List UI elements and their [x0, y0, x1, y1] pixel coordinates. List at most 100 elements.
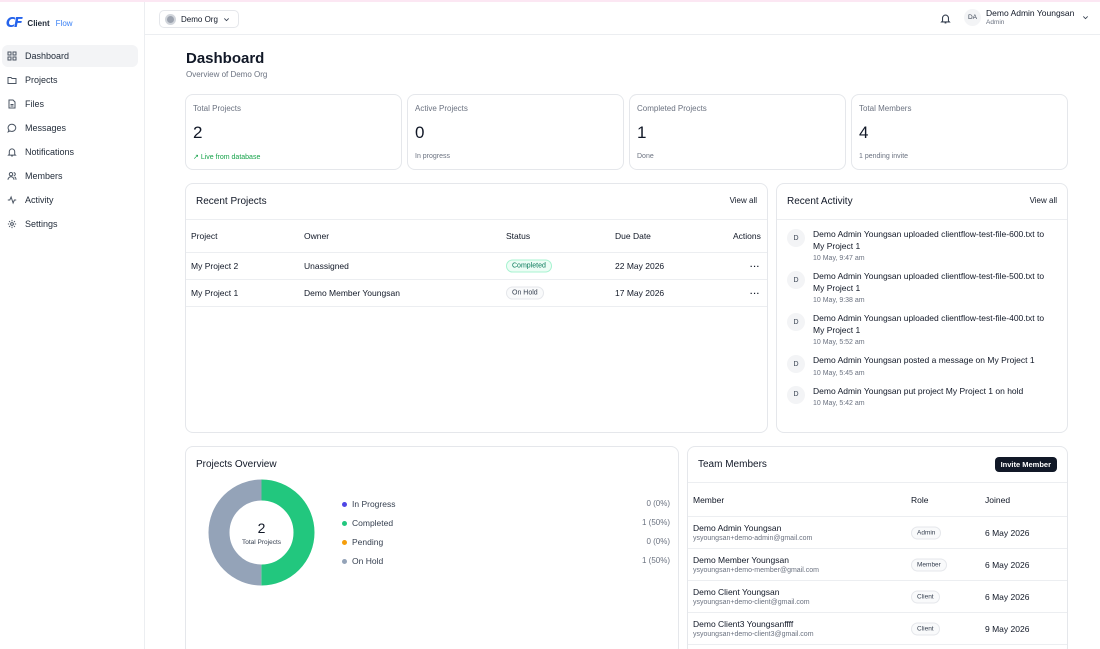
activity-time: 10 May, 5:42 am [813, 400, 865, 407]
role-badge: Admin [911, 526, 942, 539]
user-menu[interactable]: DA Demo Admin Youngsan Admin [964, 8, 1089, 27]
member-joined: 9 May 2026 [985, 623, 1030, 634]
user-name: Demo Admin Youngsan [986, 8, 1075, 18]
col-project[interactable]: Project [191, 231, 218, 241]
grid-icon [7, 51, 17, 61]
stat-card-total-members: Total Members 4 1 pending invite [851, 94, 1068, 170]
card-title: Recent Projects [196, 196, 267, 207]
stat-note-text: Live from database [200, 154, 261, 161]
donut-total-value: 2 [257, 519, 266, 536]
project-name[interactable]: My Project 1 [191, 288, 239, 298]
activity-time: 10 May, 5:45 am [813, 369, 865, 377]
avatar: DA [964, 9, 981, 26]
org-switcher[interactable]: Demo Org [159, 10, 239, 28]
divider [688, 482, 1067, 483]
divider [777, 219, 1067, 220]
avatar: D [787, 313, 805, 331]
org-avatar [165, 13, 176, 25]
member-joined: 6 May 2026 [985, 527, 1030, 538]
page-title: Dashboard [186, 50, 265, 67]
sidebar-item-messages[interactable]: Messages [2, 117, 138, 139]
sidebar-item-projects[interactable]: Projects [2, 69, 138, 91]
col-role[interactable]: Role [911, 494, 929, 505]
notifications-bell-icon[interactable] [940, 13, 951, 24]
file-icon [7, 99, 17, 109]
sidebar-item-notifications[interactable]: Notifications [2, 141, 138, 163]
member-joined: 6 May 2026 [985, 591, 1030, 602]
view-all-projects-link[interactable]: View all [729, 196, 757, 205]
sidebar: CF Client Flow Dashboard Projects Files … [0, 2, 145, 649]
row-actions-menu-icon[interactable]: ··· [750, 261, 760, 271]
col-status[interactable]: Status [506, 231, 531, 241]
legend-value: 1 (50%) [641, 556, 670, 565]
member-email: ysyoungsan+demo-client3@gmail.com [693, 631, 814, 638]
col-member[interactable]: Member [693, 494, 725, 505]
avatar: D [787, 355, 805, 373]
role-badge: Member [911, 558, 947, 571]
sidebar-item-files[interactable]: Files [2, 93, 138, 115]
col-actions: Actions [733, 231, 761, 241]
table-row[interactable]: Demo Admin Youngsan ysyoungsan+demo-admi… [688, 517, 1067, 549]
table-row[interactable]: My Project 1 Demo Member Youngsan On Hol… [186, 280, 767, 307]
activity-text: Demo Admin Youngsan uploaded clientflow-… [813, 229, 1045, 251]
sidebar-item-label: Activity [25, 195, 54, 205]
logo-word-client: Client [27, 19, 50, 28]
logo-word-flow: Flow [55, 19, 73, 28]
avatar: D [787, 271, 805, 289]
table-row[interactable]: Demo Member Youngsan ysyoungsan+demo-mem… [688, 549, 1067, 581]
table-row[interactable]: Demo Client Youngsan ysyoungsan+demo-cli… [688, 581, 1067, 613]
sidebar-item-label: Files [25, 99, 45, 109]
status-badge: On Hold [506, 286, 544, 300]
table-row[interactable]: Demo Client3 Youngsanffff ysyoungsan+dem… [688, 613, 1067, 645]
legend-item-pending: Pending 0 (0%) [342, 536, 670, 555]
sidebar-item-label: Members [25, 171, 63, 181]
project-due-date: 17 May 2026 [615, 288, 665, 298]
project-owner: Unassigned [304, 261, 349, 271]
page-subtitle: Overview of Demo Org [186, 70, 268, 79]
member-name: Demo Client Youngsan [693, 587, 780, 597]
stat-note: 1 pending invite [859, 153, 909, 160]
invite-member-button[interactable]: Invite Member [994, 457, 1057, 472]
row-actions-menu-icon[interactable]: ··· [750, 288, 760, 298]
col-owner[interactable]: Owner [304, 231, 330, 241]
stat-value: 4 [859, 123, 869, 142]
stat-note: In progress [415, 153, 451, 160]
legend-dot [342, 559, 347, 564]
stat-note: ↗ Live from database [193, 154, 261, 161]
projects-donut-chart [208, 479, 315, 586]
stat-label: Active Projects [415, 104, 468, 113]
card-title: Projects Overview [196, 459, 277, 470]
project-due-date: 22 May 2026 [615, 261, 665, 271]
user-info: Demo Admin Youngsan Admin [986, 8, 1074, 27]
users-icon [7, 171, 17, 181]
table-row[interactable]: My Project 2 Unassigned Completed 22 May… [186, 253, 767, 280]
sidebar-nav: Dashboard Projects Files Messages Notifi… [0, 45, 145, 237]
app-logo[interactable]: CF Client Flow [6, 16, 73, 31]
donut-total-label: Total Projects [241, 538, 282, 546]
table-header: Member Role Joined [688, 483, 1067, 517]
legend-name: In Progress [352, 499, 396, 509]
recent-projects-card: Recent Projects View all Project Owner S… [185, 183, 768, 433]
stat-value: 2 [193, 123, 203, 142]
chevron-down-icon [223, 16, 230, 23]
sidebar-item-settings[interactable]: Settings [2, 213, 138, 235]
sidebar-item-members[interactable]: Members [2, 165, 138, 187]
legend-name: On Hold [352, 556, 384, 566]
donut-center: 2 Total Projects [208, 479, 315, 586]
logo-mark: CF [6, 16, 23, 31]
table-header: Project Owner Status Due Date Actions [186, 220, 767, 253]
legend-value: 0 (0%) [646, 537, 670, 546]
view-all-activity-link[interactable]: View all [1029, 196, 1057, 205]
list-item: D Demo Admin Youngsan put project My Pro… [787, 385, 1052, 409]
stat-value: 0 [415, 123, 425, 142]
col-joined[interactable]: Joined [985, 494, 1011, 505]
project-name[interactable]: My Project 2 [191, 261, 239, 271]
col-due-date[interactable]: Due Date [615, 231, 651, 241]
donut-slice-on-hold [208, 479, 315, 586]
sidebar-item-dashboard[interactable]: Dashboard [2, 45, 138, 67]
legend-dot [342, 521, 347, 526]
sidebar-item-label: Projects [25, 75, 58, 85]
legend-value: 1 (50%) [641, 518, 670, 527]
sidebar-item-activity[interactable]: Activity [2, 189, 138, 211]
list-item: D Demo Admin Youngsan uploaded clientflo… [787, 229, 1052, 263]
